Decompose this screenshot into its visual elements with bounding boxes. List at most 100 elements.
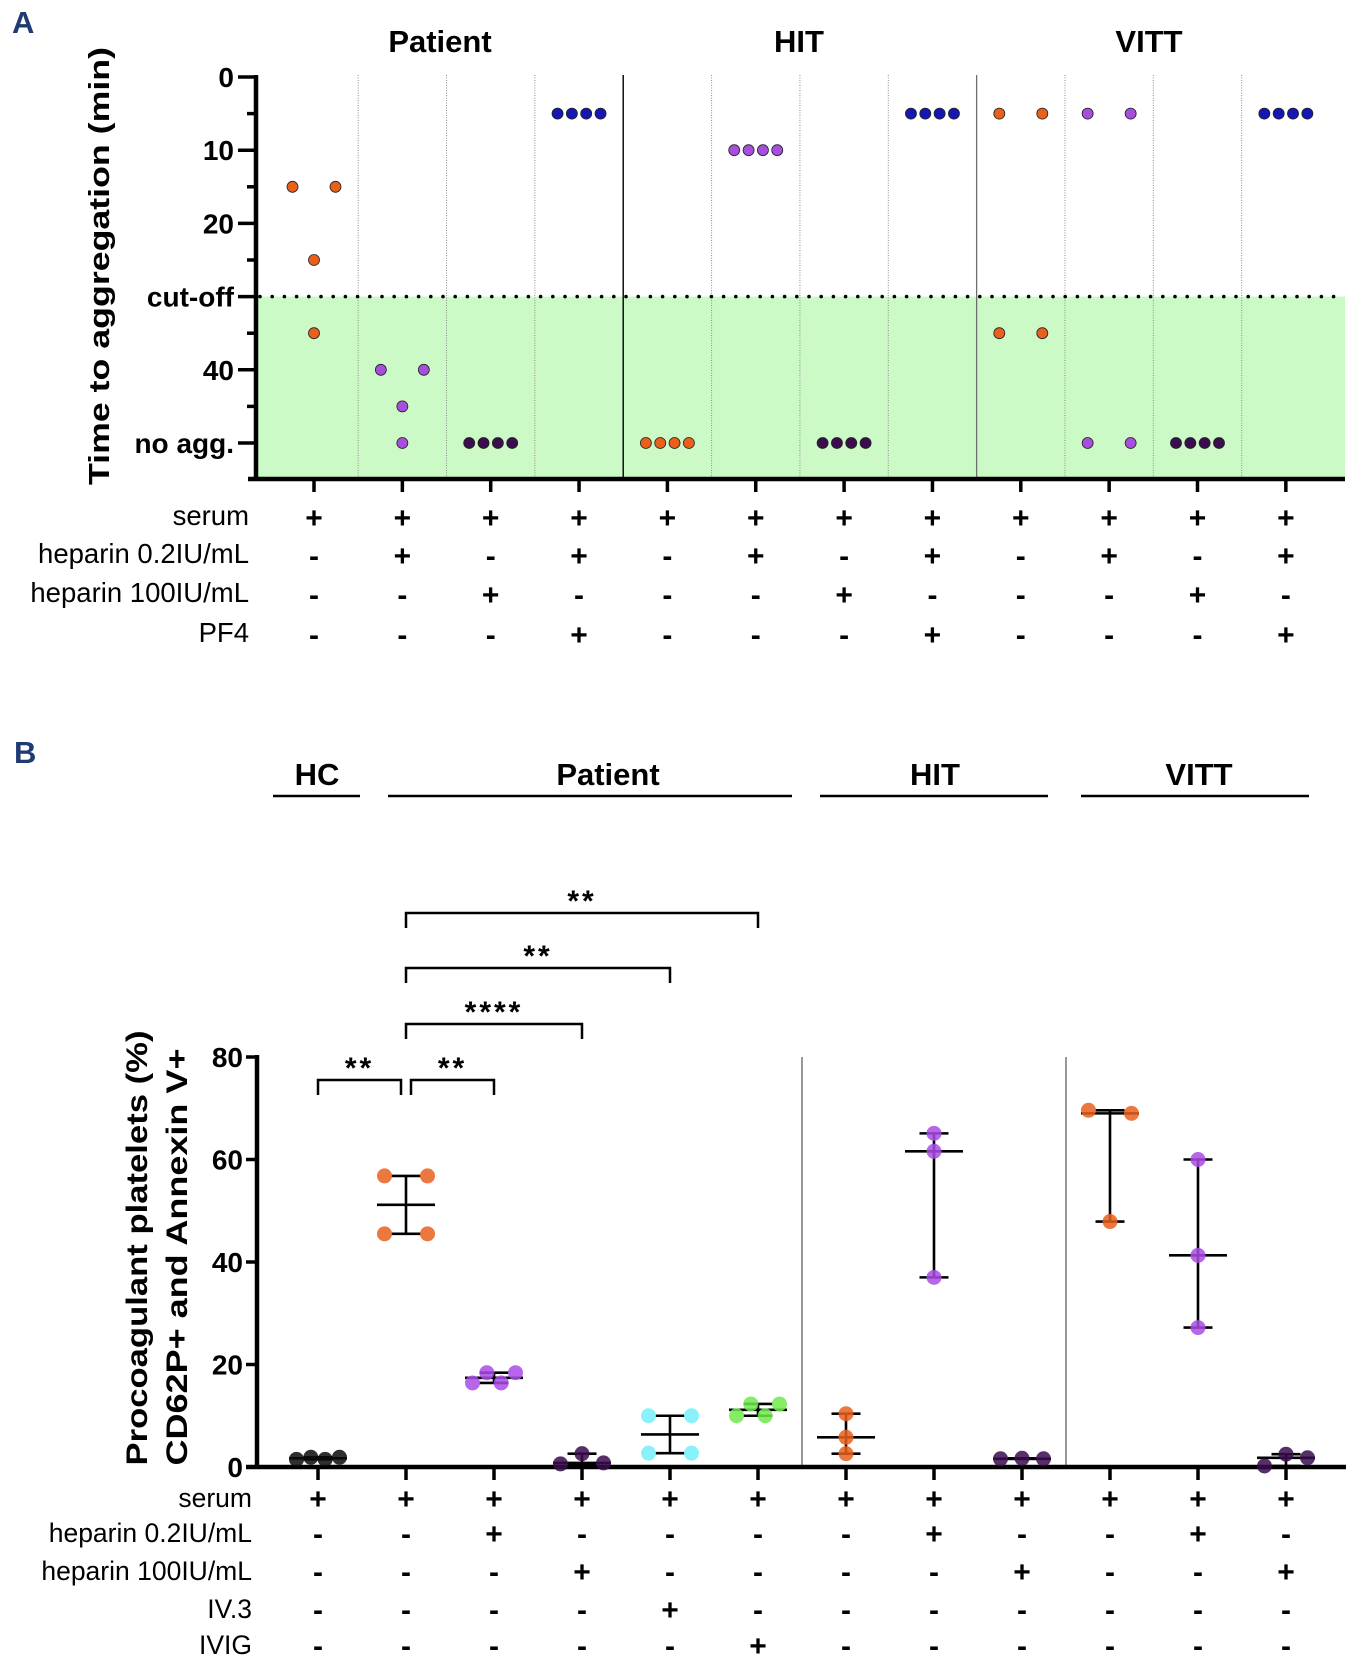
data-point (1124, 437, 1137, 449)
condition-value: - (839, 540, 849, 573)
group-title: Patient (556, 757, 659, 792)
condition-value: + (394, 540, 412, 573)
panel-b-label: B (14, 735, 36, 770)
condition-value: - (1281, 1594, 1291, 1627)
data-point (772, 1396, 787, 1412)
data-point (1081, 437, 1094, 449)
data-point (377, 1168, 392, 1184)
condition-value: + (1277, 540, 1295, 573)
data-point (845, 437, 858, 449)
condition-value: + (1277, 1556, 1295, 1589)
condition-value: - (1017, 1594, 1027, 1627)
data-point (1036, 1451, 1051, 1467)
condition-value: - (841, 1594, 851, 1627)
condition-value: - (841, 1630, 851, 1663)
condition-value: - (753, 1518, 763, 1551)
y-tick-label: 40 (203, 355, 234, 386)
condition-value: - (397, 619, 407, 652)
condition-value: - (1193, 1594, 1203, 1627)
condition-value: + (1189, 579, 1207, 612)
data-point (1102, 1214, 1118, 1230)
condition-label: IVIG (199, 1630, 252, 1660)
condition-value: + (1189, 502, 1207, 535)
condition-value: - (577, 1594, 587, 1627)
data-point (838, 1406, 854, 1422)
condition-value: - (1281, 579, 1291, 612)
data-point (506, 437, 519, 449)
panel-a-y-axis-title: Time to aggregation (min) (84, 47, 116, 485)
condition-value: + (485, 1518, 503, 1551)
condition-value: - (309, 579, 319, 612)
condition-value: - (927, 579, 937, 612)
y-tick-label: 10 (203, 135, 234, 166)
condition-value: + (309, 1483, 327, 1516)
data-point (684, 1408, 699, 1424)
condition-value: - (662, 540, 672, 573)
condition-value: + (1100, 502, 1118, 535)
significance-bracket (404, 911, 760, 928)
condition-value: - (313, 1594, 323, 1627)
condition-value: - (929, 1630, 939, 1663)
group-title: Patient (388, 24, 491, 59)
data-point (1124, 1105, 1139, 1121)
condition-value: - (401, 1518, 411, 1551)
condition-value: - (662, 579, 672, 612)
condition-value: - (665, 1518, 675, 1551)
condition-value: - (313, 1630, 323, 1663)
data-point (374, 363, 387, 376)
data-point (684, 1445, 699, 1461)
data-point (771, 144, 784, 157)
condition-value: + (1101, 1483, 1119, 1516)
condition-value: - (839, 619, 849, 652)
data-point (1184, 437, 1197, 449)
condition-value: - (577, 1630, 587, 1663)
condition-label: serum (173, 500, 249, 531)
panel-a-plot-area: 0 10 20 cut-off 40 no agg. Patient HIT VITT serum… (30, 24, 1347, 652)
panel-b-y-axis-title-line-2: CD62P+ and Annexin V+ (161, 1049, 194, 1466)
data-point (1258, 107, 1271, 120)
condition-value: - (753, 1556, 763, 1589)
data-point (859, 437, 872, 449)
condition-value: + (570, 540, 588, 573)
data-point (926, 1269, 942, 1285)
data-point (1301, 107, 1314, 120)
y-tick-label: 20 (203, 208, 234, 239)
data-point (286, 180, 299, 193)
data-point (1170, 437, 1182, 449)
condition-value: - (751, 619, 761, 652)
condition-value: + (570, 619, 588, 652)
data-point (838, 1446, 854, 1462)
data-point (1190, 1247, 1206, 1263)
condition-value: + (397, 1483, 415, 1516)
condition-value: + (924, 502, 942, 535)
condition-value: - (574, 579, 584, 612)
data-point (1081, 1102, 1096, 1118)
condition-label: heparin 0.2IU/mL (38, 538, 249, 569)
data-point (332, 1449, 347, 1465)
condition-label: heparin 0.2IU/mL (49, 1518, 252, 1548)
data-point (1190, 1320, 1206, 1336)
condition-value: + (1012, 502, 1030, 535)
significance-bracket (316, 1078, 403, 1095)
condition-value: + (837, 1483, 855, 1516)
condition-value: - (841, 1518, 851, 1551)
condition-value: + (924, 619, 942, 652)
condition-value: - (1017, 1518, 1027, 1551)
data-point (933, 107, 946, 120)
data-point (479, 1365, 495, 1381)
data-point (463, 437, 476, 449)
panel-b-y-axis-title-line-1: Procoagulant platelets (%) (121, 1031, 154, 1466)
condition-value: - (751, 579, 761, 612)
data-point (596, 1455, 611, 1471)
condition-value: - (1193, 1630, 1203, 1663)
significance-label: **** (465, 996, 524, 1029)
y-tick-label: cut-off (147, 282, 235, 313)
condition-value: - (841, 1556, 851, 1589)
no-aggregation-region (258, 296, 1345, 479)
y-tick-label: 40 (212, 1247, 243, 1278)
panel-a-label: A (12, 5, 34, 40)
group-title: HC (295, 757, 340, 792)
significance-label: ** (345, 1052, 374, 1085)
condition-value: + (573, 1483, 591, 1516)
